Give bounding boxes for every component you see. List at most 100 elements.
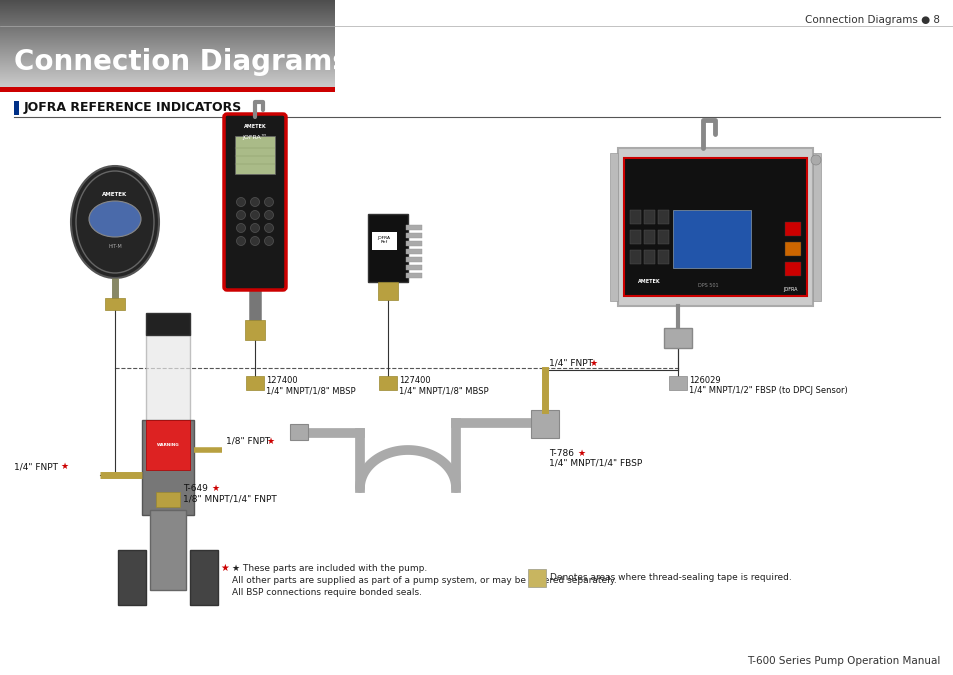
Bar bbox=[0, 48, 335, 49]
Circle shape bbox=[236, 223, 245, 232]
Bar bbox=[0, 16, 335, 17]
Bar bbox=[0, 7, 335, 8]
Bar bbox=[0, 61, 335, 62]
Bar bbox=[0, 8, 335, 9]
Bar bbox=[406, 273, 421, 278]
Bar bbox=[406, 257, 421, 262]
Bar bbox=[290, 424, 308, 440]
Circle shape bbox=[264, 236, 274, 246]
Text: JOFRA REFERENCE INDICATORS: JOFRA REFERENCE INDICATORS bbox=[24, 101, 242, 113]
Bar bbox=[0, 34, 335, 35]
Bar bbox=[0, 55, 335, 56]
Circle shape bbox=[264, 211, 274, 219]
Circle shape bbox=[251, 223, 259, 232]
Bar bbox=[0, 14, 335, 15]
Bar bbox=[245, 320, 265, 340]
Circle shape bbox=[236, 236, 245, 246]
Bar bbox=[0, 86, 335, 87]
Bar bbox=[0, 87, 335, 88]
Text: T-649: T-649 bbox=[183, 484, 208, 493]
Bar bbox=[0, 53, 335, 54]
Circle shape bbox=[251, 211, 259, 219]
Bar bbox=[0, 67, 335, 68]
Bar bbox=[0, 65, 335, 66]
Bar bbox=[0, 30, 335, 31]
Bar bbox=[0, 80, 335, 81]
Text: ★: ★ bbox=[220, 563, 229, 573]
Bar bbox=[368, 214, 408, 282]
Bar bbox=[0, 60, 335, 61]
Bar bbox=[0, 84, 335, 85]
Bar bbox=[0, 62, 335, 63]
Text: ★ These parts are included with the pump.: ★ These parts are included with the pump… bbox=[232, 564, 427, 573]
Text: WARNING: WARNING bbox=[156, 443, 179, 447]
Bar bbox=[0, 19, 335, 20]
Bar bbox=[0, 47, 335, 48]
Circle shape bbox=[264, 223, 274, 232]
Text: All other parts are supplied as part of a pump system, or may be ordered separat: All other parts are supplied as part of … bbox=[232, 576, 616, 585]
Bar bbox=[0, 33, 335, 34]
Bar bbox=[0, 66, 335, 67]
Text: DPS 501: DPS 501 bbox=[697, 283, 718, 288]
Text: 1/4" MNPT/1/2" FBSP (to DPCJ Sensor): 1/4" MNPT/1/2" FBSP (to DPCJ Sensor) bbox=[688, 386, 847, 395]
Bar bbox=[784, 242, 801, 256]
Bar bbox=[0, 72, 335, 73]
Circle shape bbox=[264, 198, 274, 207]
Bar bbox=[0, 43, 335, 44]
Bar bbox=[643, 250, 655, 264]
Bar bbox=[234, 136, 274, 174]
Bar bbox=[663, 328, 691, 348]
Bar bbox=[406, 241, 421, 246]
Bar bbox=[668, 376, 686, 390]
Bar bbox=[618, 148, 812, 306]
Bar bbox=[623, 158, 806, 296]
Bar bbox=[0, 25, 335, 26]
Bar bbox=[0, 27, 335, 28]
Bar bbox=[0, 10, 335, 11]
Text: 127400: 127400 bbox=[266, 376, 297, 385]
Bar bbox=[0, 40, 335, 41]
Bar bbox=[0, 51, 335, 52]
Bar bbox=[0, 83, 335, 84]
Bar bbox=[0, 42, 335, 43]
Text: 126029: 126029 bbox=[688, 376, 720, 385]
Bar bbox=[378, 376, 396, 390]
Bar bbox=[784, 222, 801, 236]
Bar bbox=[406, 225, 421, 230]
Bar bbox=[784, 262, 801, 276]
Bar bbox=[0, 44, 335, 45]
Bar bbox=[0, 38, 335, 39]
Bar bbox=[118, 550, 146, 605]
Bar bbox=[0, 36, 335, 37]
Bar bbox=[142, 420, 193, 515]
Bar bbox=[629, 230, 640, 244]
Bar bbox=[146, 330, 190, 425]
Bar bbox=[0, 81, 335, 82]
Text: 1/4" FNPT: 1/4" FNPT bbox=[548, 359, 593, 368]
Text: ★: ★ bbox=[266, 437, 274, 446]
Bar bbox=[812, 153, 821, 301]
Text: 127400: 127400 bbox=[398, 376, 430, 385]
Bar bbox=[0, 2, 335, 3]
Text: JOFRA: JOFRA bbox=[782, 287, 797, 292]
Bar bbox=[0, 52, 335, 53]
Bar bbox=[0, 88, 335, 89]
Text: ★: ★ bbox=[588, 359, 597, 368]
Text: 1/8" FNPT: 1/8" FNPT bbox=[226, 437, 270, 446]
Bar bbox=[0, 82, 335, 83]
Bar bbox=[658, 230, 668, 244]
Bar bbox=[0, 0, 335, 1]
Bar bbox=[0, 4, 335, 5]
Bar bbox=[0, 9, 335, 10]
Text: 1/4" MNPT/1/8" MBSP: 1/4" MNPT/1/8" MBSP bbox=[266, 386, 355, 395]
Bar bbox=[372, 232, 396, 250]
Text: ★: ★ bbox=[577, 449, 584, 458]
Text: T-786: T-786 bbox=[548, 449, 574, 458]
Bar bbox=[0, 77, 335, 78]
Bar bbox=[150, 510, 186, 590]
Bar bbox=[0, 17, 335, 18]
Text: All BSP connections require bonded seals.: All BSP connections require bonded seals… bbox=[232, 588, 421, 597]
Bar bbox=[0, 57, 335, 58]
Bar bbox=[0, 29, 335, 30]
Bar bbox=[0, 1, 335, 2]
